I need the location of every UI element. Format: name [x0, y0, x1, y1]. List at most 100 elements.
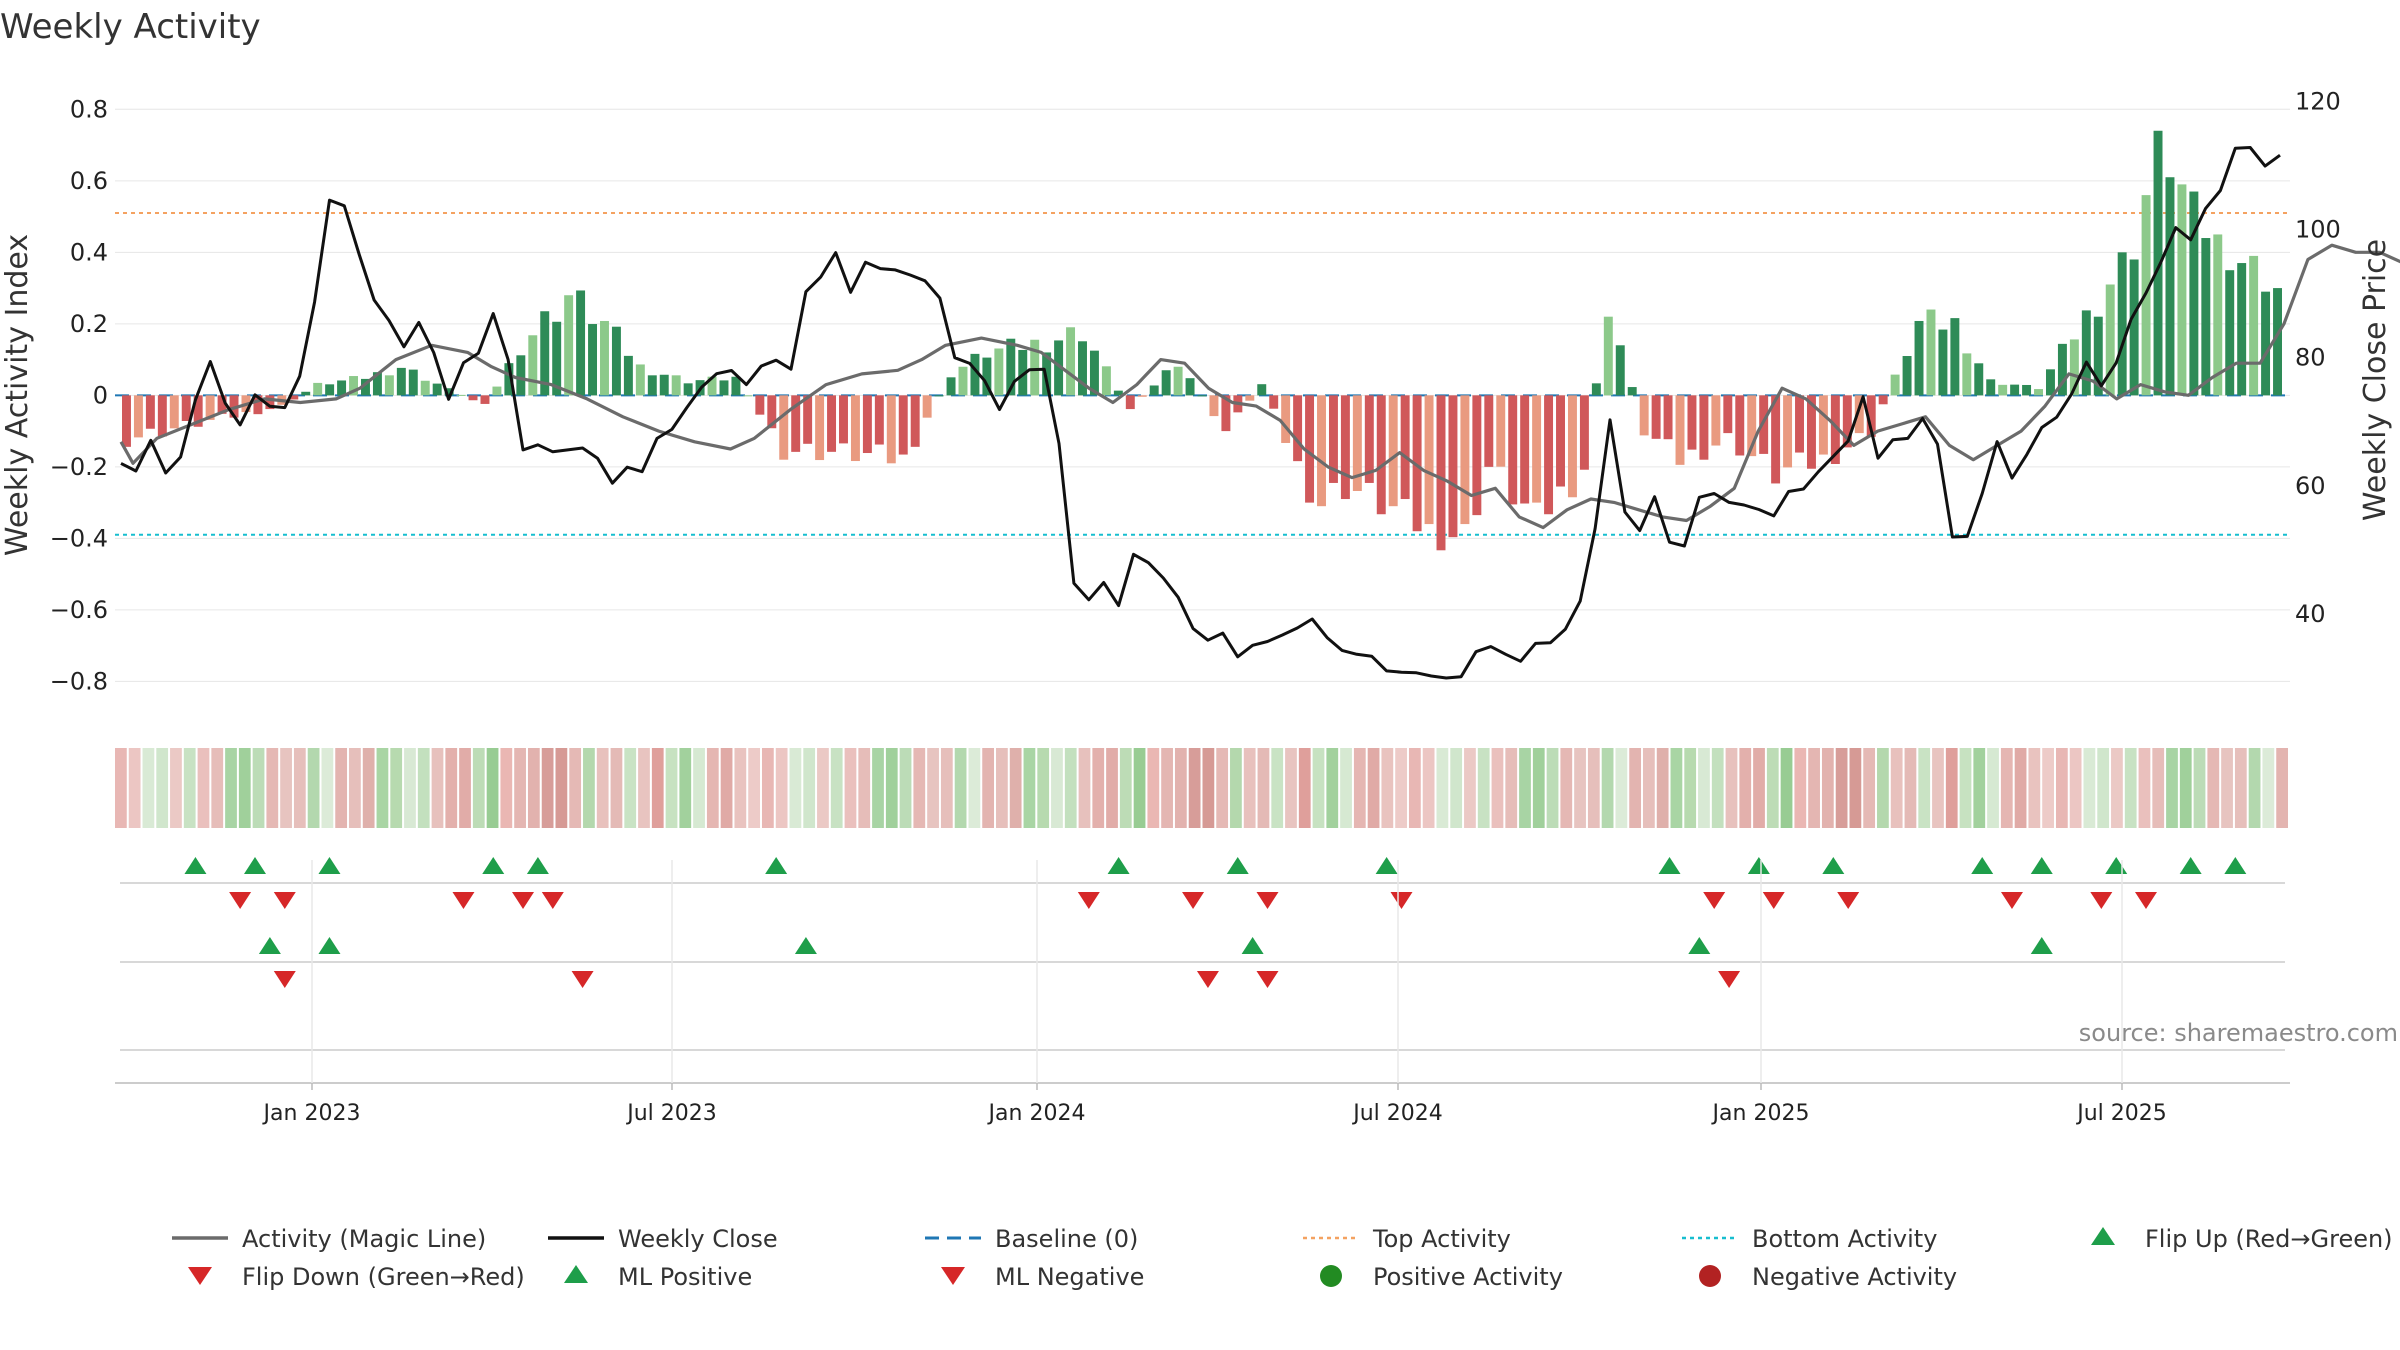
activity-bar: [1902, 356, 1912, 396]
activity-bar: [1651, 395, 1661, 439]
activity-bar: [1448, 395, 1458, 538]
activity-bar: [958, 366, 968, 396]
heat-cell: [2014, 748, 2027, 828]
triangle-down-icon: [188, 1267, 212, 1285]
y-axis-label: Weekly Activity Index: [0, 234, 35, 556]
activity-bars: [122, 130, 2282, 551]
flip-down-marker: [229, 892, 252, 909]
ml-negative-marker: [273, 971, 296, 988]
activity-bar: [2261, 291, 2271, 396]
activity-bar: [1054, 340, 1064, 396]
flip-down-marker: [1077, 892, 1100, 909]
heat-cell: [1106, 748, 1118, 828]
y2-tick-label: 40: [2295, 600, 2326, 628]
heat-cell: [1477, 748, 1490, 828]
ml-positive-marker: [794, 937, 817, 954]
activity-bar: [289, 395, 299, 400]
activity-bar: [1340, 395, 1350, 500]
signal-markers-panel: [115, 857, 2290, 1084]
dot-icon: [1699, 1265, 1721, 1287]
flip-up-marker: [1107, 857, 1130, 874]
x-tick-label: Jul 2025: [2075, 1101, 2167, 1126]
heat-cell: [459, 748, 471, 828]
legend-label: Weekly Close: [618, 1225, 778, 1253]
flip-down-marker: [2090, 892, 2113, 909]
heat-cell: [1353, 748, 1366, 828]
activity-bar: [779, 395, 789, 460]
activity-bar: [755, 395, 765, 415]
heat-cell: [1670, 748, 1683, 828]
heat-cell: [1133, 748, 1146, 828]
heat-cell: [761, 748, 774, 828]
activity-bar: [623, 355, 633, 396]
activity-bar: [827, 395, 837, 452]
heat-cell: [1064, 748, 1077, 828]
y-tick-label: 0: [93, 381, 108, 409]
legend-item: Bottom Activity: [1682, 1225, 1937, 1253]
heat-cell: [390, 748, 403, 828]
heat-cell: [638, 748, 650, 828]
y-tick-label: 0.6: [70, 167, 108, 195]
heat-cell: [1821, 748, 1834, 828]
activity-bar: [480, 395, 490, 404]
heat-cell: [624, 748, 637, 828]
activity-bar: [1113, 390, 1123, 396]
activity-bar: [1293, 395, 1303, 462]
activity-bar: [1257, 384, 1267, 396]
flip-up-marker: [1822, 857, 1845, 874]
activity-bar: [205, 395, 215, 420]
heat-cell: [2124, 748, 2137, 828]
activity-bar: [1328, 395, 1338, 483]
activity-bar: [1317, 395, 1326, 507]
heat-cell: [1216, 748, 1229, 828]
activity-bar: [1436, 395, 1446, 551]
magic-line: [119, 243, 2400, 530]
heat-cell: [2097, 748, 2110, 828]
heat-cell: [486, 748, 499, 828]
flip-down-marker: [512, 892, 535, 909]
heat-cell: [1408, 748, 1421, 828]
heat-cell: [1395, 748, 1407, 828]
x-tick-label: Jan 2025: [1711, 1101, 1810, 1126]
heat-cell: [170, 748, 182, 828]
flip-up-marker: [482, 857, 505, 874]
heat-cell: [197, 748, 210, 828]
ml-positive-marker: [2030, 937, 2053, 954]
triangle-up-icon: [564, 1265, 588, 1283]
heat-cell: [693, 748, 705, 828]
heat-cell: [789, 748, 802, 828]
heat-cell: [156, 748, 169, 828]
activity-bar: [1544, 395, 1554, 515]
activity-bar: [2129, 259, 2139, 396]
heat-cell: [1023, 748, 1036, 828]
heat-cell: [569, 748, 582, 828]
heat-cell: [1849, 748, 1862, 828]
activity-bar: [1842, 395, 1852, 448]
heat-cell: [1188, 748, 1201, 828]
activity-bar: [1209, 395, 1219, 417]
heat-cell: [2152, 748, 2165, 828]
heat-cell: [1987, 748, 1999, 828]
heat-cell: [734, 748, 747, 828]
activity-bar: [2034, 389, 2043, 396]
activity-bar: [516, 355, 526, 396]
heat-cell: [1601, 748, 1614, 828]
activity-bar: [157, 395, 167, 437]
heat-cell: [115, 748, 127, 828]
activity-bar: [1101, 366, 1111, 396]
activity-bar: [372, 372, 382, 396]
heat-cell: [1711, 748, 1724, 828]
activity-bar: [2045, 369, 2055, 396]
activity-bar: [2165, 177, 2175, 396]
legend-item: Baseline (0): [925, 1225, 1138, 1253]
heat-cell: [1326, 748, 1339, 828]
heat-cell: [872, 748, 884, 828]
activity-bar: [1364, 395, 1374, 483]
activity-bar: [1149, 385, 1159, 396]
heat-cell: [610, 748, 623, 828]
flip-up-marker: [184, 857, 207, 874]
heat-cell: [1546, 748, 1559, 828]
flip-down-marker: [1762, 892, 1785, 909]
legend-item: Negative Activity: [1699, 1263, 1957, 1291]
flip-up-marker: [1747, 857, 1770, 874]
